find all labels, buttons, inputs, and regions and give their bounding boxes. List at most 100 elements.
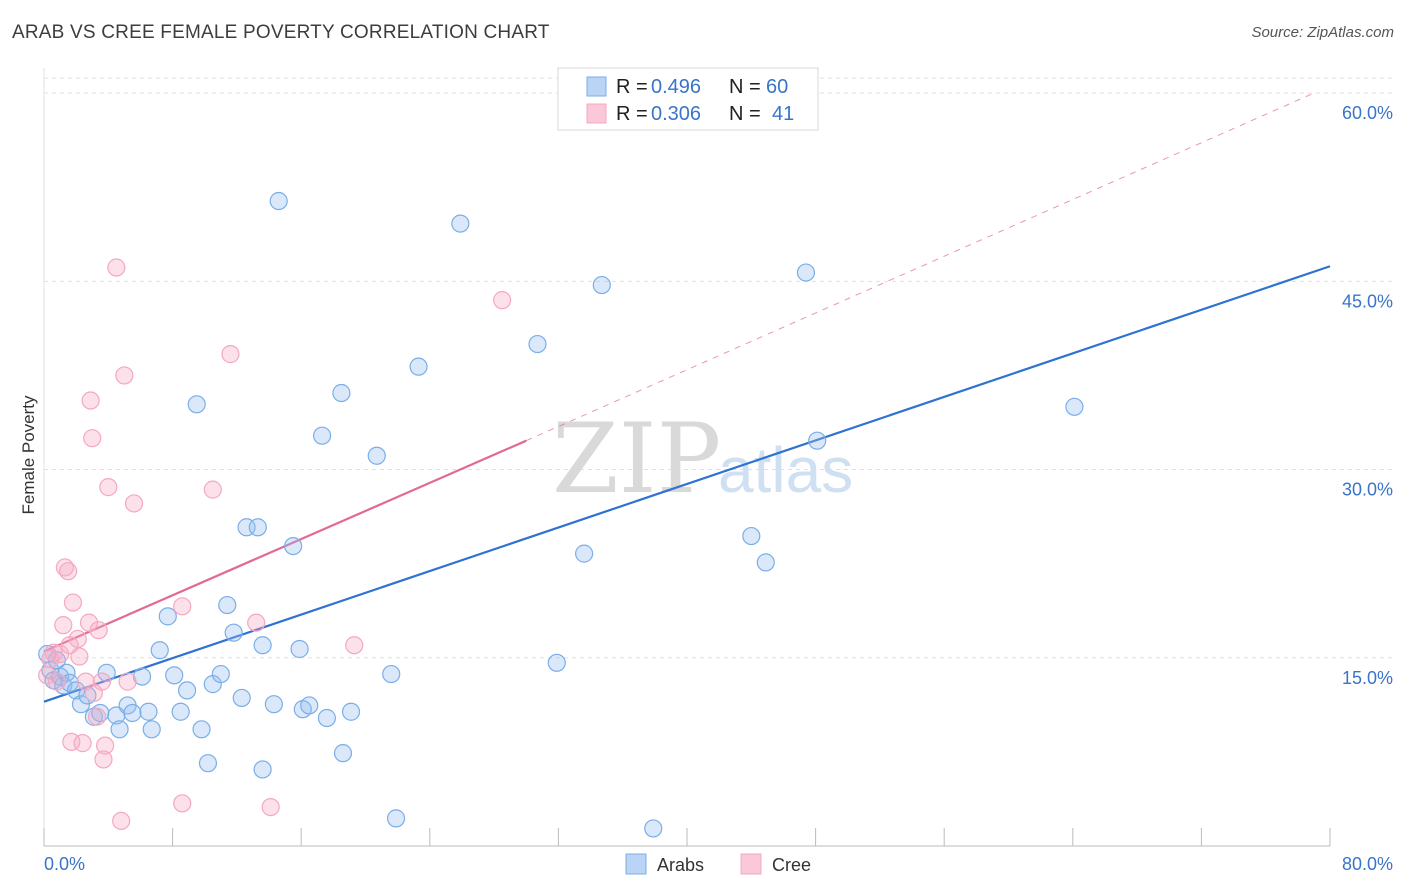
series-legend: Arabs Cree — [625, 853, 811, 875]
watermark-zip: ZIP — [552, 403, 721, 515]
point-arabs-61 — [796, 263, 816, 282]
point-arabs-53 — [451, 214, 470, 233]
point-arabs-52 — [409, 357, 428, 376]
watermark: ZIP atlas — [552, 403, 853, 515]
point-arabs-37 — [253, 636, 272, 655]
point-arabs-25 — [177, 681, 197, 700]
point-arabs-30 — [211, 664, 230, 684]
x-tick-min: 0.0% — [44, 854, 85, 874]
series-label-cree: Cree — [772, 855, 811, 875]
point-cree-20 — [89, 621, 108, 640]
legend-n-label-arabs: N = — [729, 76, 761, 98]
point-arabs-46 — [332, 383, 351, 403]
point-arabs-17 — [123, 703, 142, 723]
legend-n-label-cree: N = — [729, 103, 761, 125]
point-cree-30 — [173, 794, 192, 813]
axes: 15.0% 30.0% 45.0% 60.0% — [43, 68, 1393, 847]
point-cree-24 — [99, 478, 118, 497]
point-arabs-44 — [312, 426, 332, 445]
point-arabs-48 — [341, 702, 361, 721]
point-arabs-19 — [139, 702, 158, 721]
point-cree-16 — [81, 391, 100, 410]
point-cree-7 — [59, 562, 78, 581]
point-cree-31 — [173, 597, 192, 616]
point-arabs-36 — [253, 760, 272, 779]
point-arabs-15 — [110, 720, 129, 739]
legend-n-arabs: 60 — [766, 76, 788, 98]
point-arabs-58 — [644, 819, 663, 838]
point-cree-23 — [95, 736, 115, 755]
point-cree-21 — [92, 672, 111, 691]
point-cree-36 — [345, 636, 364, 655]
point-cree-13 — [73, 734, 92, 753]
point-cree-26 — [112, 811, 131, 831]
point-arabs-7 — [60, 673, 79, 692]
point-cree-35 — [261, 797, 280, 817]
legend-r-cree: 0.306 — [651, 103, 701, 125]
point-arabs-62 — [808, 431, 827, 450]
legend-swatch-cree — [586, 103, 607, 124]
point-arabs-40 — [284, 536, 303, 556]
point-cree-37 — [493, 291, 512, 310]
point-cree-22 — [94, 750, 113, 769]
point-arabs-28 — [198, 754, 218, 773]
point-arabs-38 — [264, 695, 283, 714]
point-arabs-57 — [592, 275, 611, 295]
point-arabs-54 — [528, 334, 547, 354]
point-cree-15 — [79, 613, 99, 632]
point-arabs-60 — [756, 553, 775, 572]
y-tick-label-1: 30.0% — [1342, 480, 1393, 500]
point-arabs-18 — [132, 667, 152, 686]
point-arabs-59 — [742, 526, 761, 546]
series-swatch-arabs — [625, 853, 647, 875]
point-arabs-32 — [224, 623, 243, 642]
point-arabs-23 — [165, 666, 184, 685]
legend: R = 0.496 N = 60 R = 0.306 N = 41 — [557, 67, 819, 131]
point-arabs-35 — [248, 518, 267, 537]
point-arabs-56 — [575, 544, 594, 563]
point-arabs-63 — [1065, 397, 1084, 416]
point-arabs-31 — [218, 595, 237, 615]
point-cree-17 — [83, 429, 102, 448]
point-arabs-47 — [333, 744, 353, 763]
point-arabs-27 — [192, 720, 211, 739]
point-arabs-20 — [142, 720, 161, 739]
chart-title: ARAB VS CREE FEMALE POVERTY CORRELATION … — [12, 22, 550, 43]
point-cree-19 — [87, 707, 107, 726]
point-arabs-26 — [187, 395, 206, 414]
point-cree-11 — [68, 629, 87, 649]
point-cree-29 — [124, 494, 144, 513]
y-tick-label-3: 60.0% — [1342, 103, 1393, 123]
point-arabs-50 — [382, 664, 401, 684]
y-axis-label: Female Poverty — [19, 395, 38, 515]
point-cree-25 — [107, 258, 126, 277]
y-tick-label-2: 45.0% — [1342, 291, 1393, 311]
point-cree-33 — [221, 345, 240, 364]
trend-extension-cree — [526, 92, 1315, 442]
point-cree-34 — [247, 613, 266, 632]
point-arabs-22 — [158, 607, 177, 626]
point-cree-10 — [63, 593, 83, 612]
trend-lines — [43, 92, 1331, 703]
point-cree-2 — [44, 643, 63, 662]
point-arabs-39 — [269, 191, 288, 211]
gridlines — [44, 77, 1393, 659]
data-points — [38, 191, 1084, 838]
y-tick-label-0: 15.0% — [1342, 668, 1393, 688]
point-arabs-13 — [97, 663, 116, 682]
point-arabs-55 — [547, 653, 566, 672]
series-swatch-cree — [740, 853, 762, 875]
point-arabs-21 — [150, 641, 169, 660]
point-arabs-24 — [171, 702, 190, 721]
legend-r-label-cree: R = — [616, 103, 648, 125]
legend-r-arabs: 0.496 — [651, 76, 701, 98]
point-arabs-49 — [367, 446, 386, 465]
point-arabs-43 — [300, 696, 319, 715]
point-cree-32 — [203, 480, 222, 499]
legend-swatch-arabs — [586, 76, 607, 97]
point-arabs-33 — [232, 688, 251, 708]
point-cree-12 — [70, 647, 89, 666]
series-label-arabs: Arabs — [657, 855, 704, 875]
point-arabs-51 — [386, 809, 406, 828]
